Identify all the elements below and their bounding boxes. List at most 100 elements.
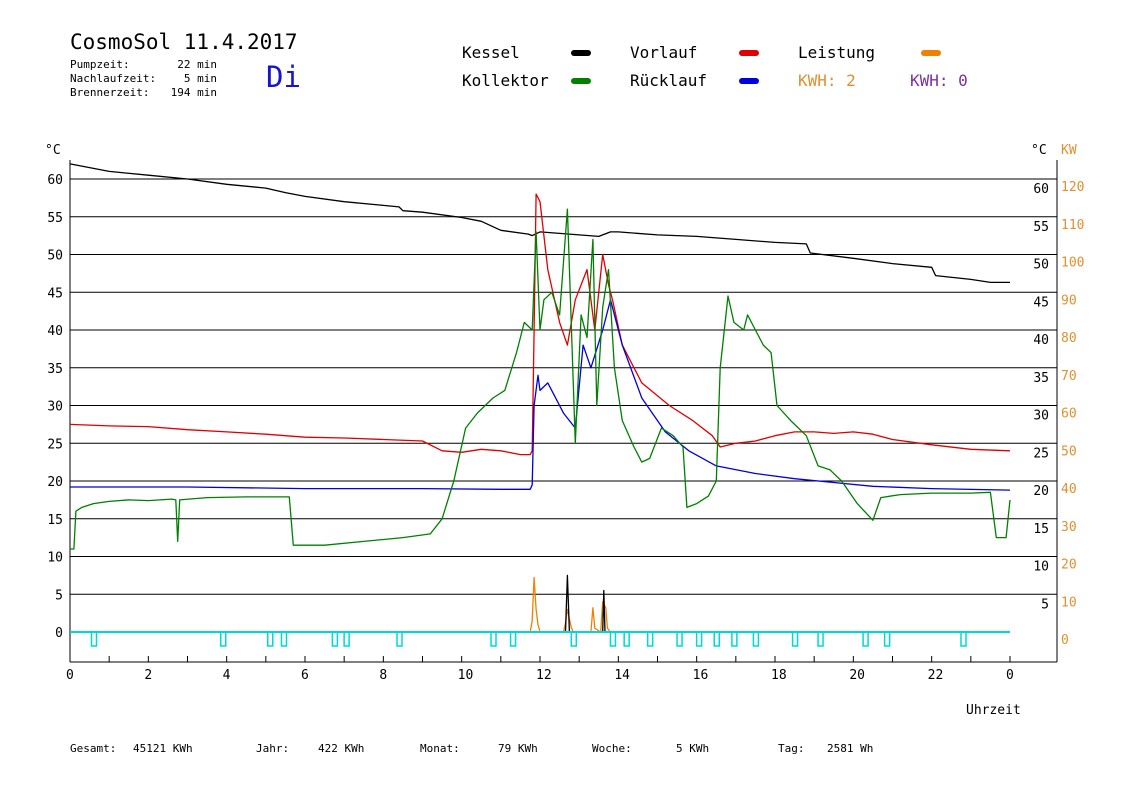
pump-marker — [570, 631, 578, 647]
y-tick-label-kw: 60 — [1061, 407, 1077, 422]
stat-pumpzeit-label: Pumpzeit: — [70, 58, 130, 71]
series-lines — [69, 163, 1011, 633]
footer-woche-label: Woche: — [592, 742, 632, 755]
pump-marker — [862, 631, 869, 647]
y-tick-label-kw: 90 — [1061, 293, 1077, 308]
stat-brennerzeit-label: Brennerzeit: — [70, 86, 150, 99]
x-tick-label: 18 — [771, 668, 787, 683]
y-tick-label-left: 35 — [47, 362, 63, 377]
x-tick-label: 14 — [614, 668, 630, 683]
legend-kwh1-label: KWH: 2 — [798, 71, 856, 90]
x-tick-label: 12 — [536, 668, 552, 683]
y-tick-label-kw: 0 — [1061, 633, 1069, 648]
footer-gesamt-label: Gesamt: — [70, 742, 117, 755]
x-tick-label: 10 — [458, 668, 474, 683]
pump-marker — [623, 631, 630, 647]
footer-woche-value: 5 KWh — [676, 742, 710, 755]
y-tick-label-left: 15 — [47, 513, 63, 528]
y-tick-label-right: 10 — [1033, 560, 1049, 575]
y-tick-label-kw: 100 — [1061, 256, 1084, 271]
pump-marker — [267, 631, 274, 647]
x-tick-label: 0 — [1006, 668, 1014, 683]
chart-title: CosmoSol 11.4.2017 — [70, 30, 298, 54]
y-tick-label-right: 55 — [1033, 220, 1049, 235]
x-tick-label: 16 — [693, 668, 709, 683]
pump-marker — [817, 631, 824, 647]
legend-kollektor-label: Kollektor — [462, 71, 549, 90]
pump-marker — [960, 631, 967, 647]
x-tick-label: 4 — [223, 668, 231, 683]
y-tick-label-left: 45 — [47, 286, 63, 301]
y-tick-label-kw: 30 — [1061, 520, 1077, 535]
pump-marker — [280, 631, 288, 647]
footer-jahr-value: 422 KWh — [318, 742, 365, 755]
y-tick-label-left: 10 — [47, 551, 63, 566]
footer-monat-label: Monat: — [420, 742, 460, 755]
y-tick-label-kw: 10 — [1061, 595, 1077, 610]
pump-marker — [791, 631, 799, 647]
y-tick-label-kw: 40 — [1061, 482, 1077, 497]
pump-marker — [646, 631, 654, 647]
y-tick-label-left: 50 — [47, 249, 63, 264]
y-tick-label-right: 5 — [1041, 597, 1049, 612]
y-tick-label-left: 0 — [55, 626, 63, 641]
legend-kessel-label: Kessel — [462, 43, 520, 62]
legend-kollektor-swatch — [571, 78, 591, 84]
pump-marker — [883, 631, 891, 647]
y-tick-label-left: 40 — [47, 324, 63, 339]
pump-marker — [490, 631, 497, 647]
footer-tag-label: Tag: — [778, 742, 805, 755]
pump-marker — [752, 631, 760, 647]
y-tick-label-kw: 120 — [1061, 180, 1084, 195]
x-tick-label: 2 — [144, 668, 152, 683]
y-tick-label-right: 35 — [1033, 371, 1049, 386]
legend-kessel-swatch — [571, 50, 591, 56]
pump-markers — [70, 631, 1010, 647]
footer-jahr-label: Jahr: — [256, 742, 290, 755]
y-tick-label-left: 55 — [47, 211, 63, 226]
x-tick-label: 8 — [379, 668, 387, 683]
grid-lines — [70, 178, 1057, 595]
pump-marker — [676, 631, 683, 647]
y-tick-label-kw: 50 — [1061, 444, 1077, 459]
legend-ruecklauf-label: Rücklauf — [630, 71, 708, 90]
pump-marker — [220, 631, 227, 647]
pump-marker — [343, 631, 350, 647]
stat-pumpzeit-value: 22 min — [177, 58, 217, 71]
x-tick-label: 20 — [849, 668, 865, 683]
pump-marker — [396, 631, 403, 647]
x-tick-label: 22 — [928, 668, 944, 683]
y-tick-label-right: 45 — [1033, 295, 1049, 310]
legend-ruecklauf-swatch — [739, 78, 759, 84]
y-tick-label-left: 25 — [47, 437, 63, 452]
legend-vorlauf-swatch — [739, 50, 759, 56]
series-line-rcklauf — [70, 299, 1011, 491]
stat-nachlaufzeit-value: 5 min — [183, 72, 217, 85]
pump-marker — [509, 631, 517, 647]
pump-marker — [90, 631, 98, 647]
y-tick-label-left: 5 — [55, 588, 63, 603]
y-tick-label-right: 20 — [1033, 484, 1049, 499]
series-line-vorlauf — [69, 193, 1011, 456]
stat-nachlaufzeit-label: Nachlaufzeit: — [70, 72, 157, 85]
y-tick-label-right: 15 — [1033, 522, 1049, 537]
pump-marker — [331, 631, 339, 647]
y-tick-label-right: 25 — [1033, 446, 1049, 461]
footer-tag-value: 2581 Wh — [827, 742, 874, 755]
series-line-pumpe — [564, 574, 606, 633]
series-line-kessel — [69, 163, 1010, 284]
y-axis-unit-left: °C — [45, 143, 61, 158]
y-tick-label-left: 20 — [47, 475, 63, 490]
tick-labels: 0 2 4 6 8 10 12 14 16 18 20 22 0 0 5 10 15 20 25 30 35 40 45 50… — [47, 173, 1084, 683]
x-axis-label: Uhrzeit — [966, 703, 1021, 718]
y-tick-label-kw: 70 — [1061, 369, 1077, 384]
x-tick-label: 6 — [301, 668, 309, 683]
y-axis-unit-right: °C — [1031, 143, 1047, 158]
y-tick-label-left: 60 — [47, 173, 63, 188]
y-tick-label-right: 30 — [1033, 409, 1049, 424]
y-tick-label-right: 60 — [1033, 182, 1049, 197]
legend-leistung-swatch — [921, 50, 941, 56]
footer-gesamt-value: 45121 KWh — [133, 742, 193, 755]
series-line-leistung — [529, 576, 612, 633]
